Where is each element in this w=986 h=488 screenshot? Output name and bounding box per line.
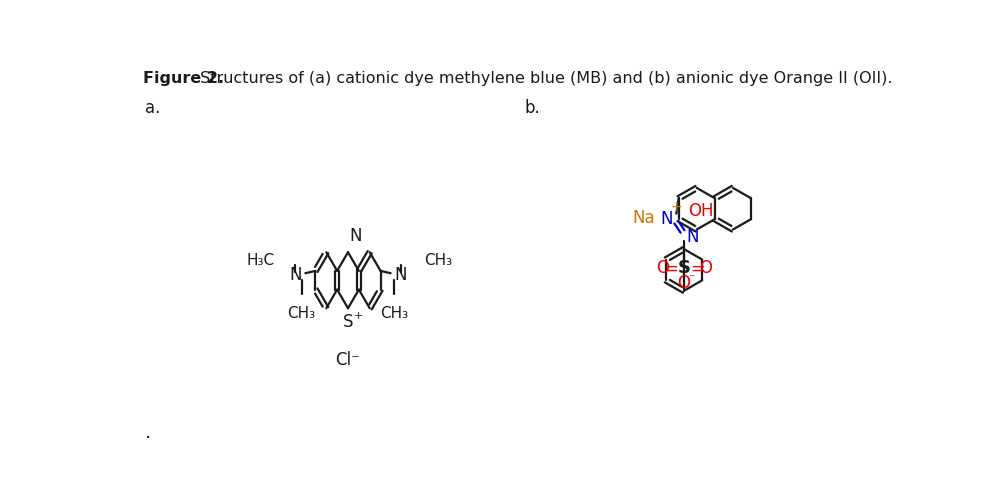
- Text: Structures of (a) cationic dye methylene blue (MB) and (b) anionic dye Orange II: Structures of (a) cationic dye methylene…: [195, 71, 893, 86]
- Text: N: N: [660, 210, 672, 228]
- Text: CH₃: CH₃: [381, 305, 408, 321]
- Text: =: =: [690, 260, 705, 277]
- Text: Cl⁻: Cl⁻: [335, 350, 361, 368]
- Text: N: N: [350, 226, 362, 244]
- Text: +: +: [670, 200, 682, 214]
- Text: O: O: [677, 274, 690, 292]
- Text: Figure 2.: Figure 2.: [143, 71, 224, 86]
- Text: CH₃: CH₃: [288, 305, 316, 321]
- Text: CH₃: CH₃: [424, 253, 452, 268]
- Text: a.: a.: [145, 99, 161, 117]
- Text: .: .: [145, 423, 151, 442]
- Text: +: +: [354, 310, 364, 321]
- Text: O: O: [699, 260, 712, 277]
- Text: ⁻: ⁻: [687, 272, 694, 285]
- Text: N: N: [289, 266, 302, 284]
- Text: H₃C: H₃C: [246, 253, 274, 268]
- Text: OH: OH: [688, 202, 714, 220]
- Text: N: N: [686, 228, 699, 246]
- Text: =: =: [664, 260, 678, 277]
- Text: O: O: [656, 260, 669, 277]
- Text: N: N: [394, 266, 407, 284]
- Text: Na: Na: [633, 208, 656, 226]
- Text: S: S: [343, 313, 353, 331]
- Text: S: S: [677, 260, 690, 277]
- Text: b.: b.: [525, 99, 540, 117]
